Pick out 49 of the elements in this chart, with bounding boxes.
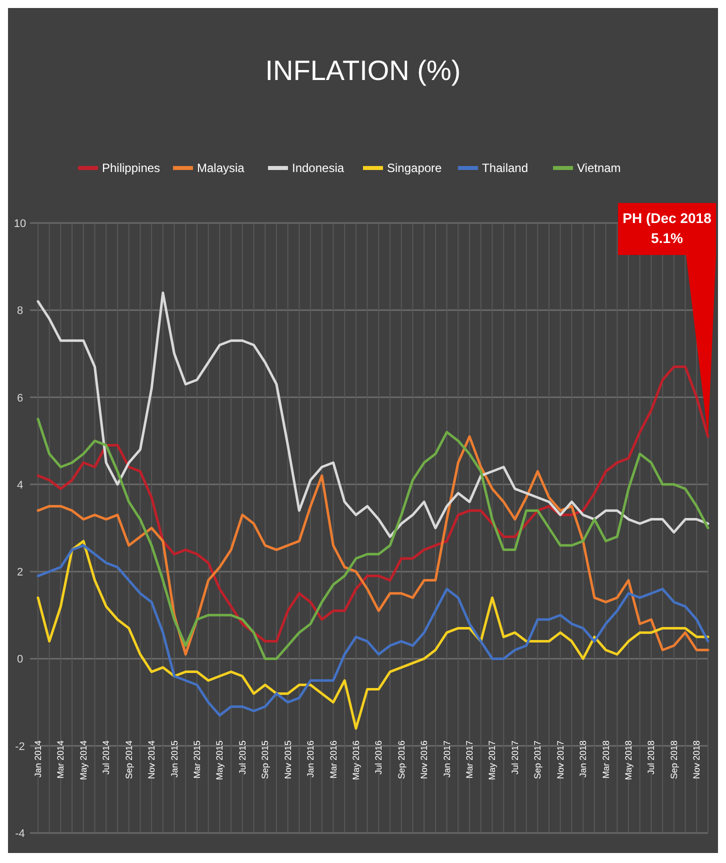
x-tick-label: Jul 2014 [101,740,112,774]
x-tick-label: Jul 2018 [646,740,656,774]
x-tick-label: Jul 2017 [510,740,520,774]
x-tick-label: May 2018 [624,740,634,780]
x-tick-label: Mar 2017 [464,740,475,778]
y-tick-label: 2 [16,566,24,579]
legend-label: Vietnam [577,161,621,175]
x-tick-label: Sep 2018 [668,740,679,779]
x-tick-label: Nov 2017 [555,740,566,779]
legend-label: Thailand [482,161,528,175]
x-tick-label: Mar 2018 [600,740,611,778]
y-tick-label: 4 [16,479,24,492]
callout: PH (Dec 2018 5.1% [618,203,716,436]
legend-label: Philippines [102,161,160,175]
x-tick-label: Jan 2017 [442,740,452,778]
y-tick-label: 8 [16,305,24,318]
x-tick-label: Jan 2018 [578,740,588,778]
x-tick-label: Jan 2015 [169,740,180,778]
y-tick-label: 6 [16,392,24,404]
x-tick-label: Sep 2014 [124,740,134,779]
x-tick-label: Nov 2016 [419,740,430,779]
x-tick-label: Nov 2015 [282,740,293,779]
y-tick-label: -4 [15,828,25,840]
line-series [36,291,710,538]
legend-label: Indonesia [292,161,344,175]
x-tick-label: Sep 2016 [396,740,406,779]
legend-label: Singapore [387,161,442,175]
legend-label: Malaysia [197,161,245,175]
x-tick-label: Mar 2015 [192,740,202,778]
x-tick-label: Sep 2015 [260,740,270,779]
x-tick-label: May 2014 [78,740,88,780]
annotation: PH (Dec 2018 5.1% [622,210,712,246]
line-series [36,366,710,643]
y-tick-label: -2 [15,740,25,753]
x-tick-label: Jan 2016 [306,740,316,778]
x-tick-label: May 2015 [214,740,225,780]
x-tick-label: Jul 2016 [374,740,384,774]
x-tick-label: Nov 2018 [692,740,702,779]
x-tick-label: May 2017 [487,740,498,780]
x-tick-label: Mar 2016 [328,740,338,778]
y-tick-label: 10 [14,218,26,230]
x-tick-label: Jan 2014 [33,740,43,778]
chart-title: INFLATION (%) [265,55,461,86]
x-tick-label: May 2016 [350,740,361,780]
x-tick-label: Nov 2014 [146,740,157,779]
y-tick-label: 0 [16,654,24,666]
x-tick-label: Jul 2015 [237,740,248,774]
x-tick-label: Sep 2017 [532,740,543,779]
x-tick-label: Mar 2014 [56,740,66,778]
